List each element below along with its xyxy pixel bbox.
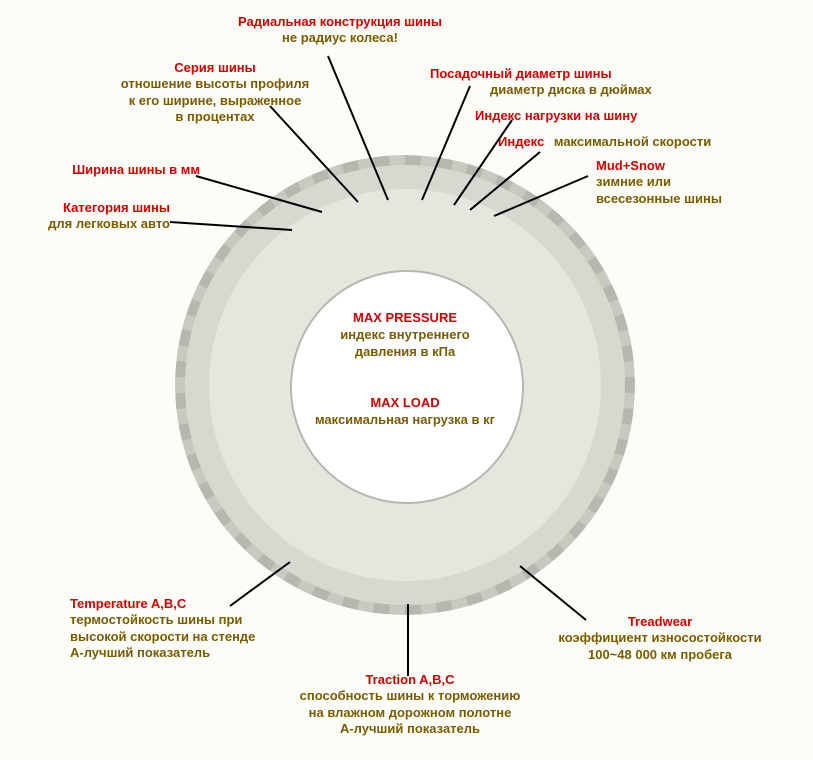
label-width-head: Ширина шины в мм <box>72 162 200 177</box>
label-treadwear-sub: коэффициент износостойкости100~48 000 км… <box>540 630 780 663</box>
center-pressure-head: MAX PRESSURE <box>290 310 520 327</box>
label-category: Категория шины для легковых авто <box>10 200 170 233</box>
label-series: Серия шины отношение высоты профиляк его… <box>100 60 330 125</box>
label-radial-head: Радиальная конструкция шины <box>200 14 480 30</box>
label-radial-sub: не радиус колеса! <box>200 30 480 46</box>
label-temperature-head: Temperature A,B,C <box>70 596 310 612</box>
label-ms-head: Mud+Snow <box>596 158 796 174</box>
label-speed-head2: максимальной скорости <box>554 134 711 149</box>
center-load-sub: максимальная нагрузка в кг <box>290 412 520 429</box>
label-treadwear-head: Treadwear <box>540 614 780 630</box>
center-pressure-sub: индекс внутреннегодавления в кПа <box>290 327 520 361</box>
label-ms-sub: зимние иливсесезонные шины <box>596 174 796 207</box>
label-category-sub: для легковых авто <box>10 216 170 232</box>
label-ms: Mud+Snow зимние иливсесезонные шины <box>596 158 796 207</box>
label-speed-head: Индекс <box>498 134 544 149</box>
label-rim: Посадочный диаметр шины диаметр диска в … <box>430 66 690 99</box>
tire-diagram: P 215/65 R15 96V M+S TRADEWEAR 220 TRACT… <box>0 0 813 760</box>
label-rim-sub: диаметр диска в дюймах <box>490 82 652 97</box>
label-radial: Радиальная конструкция шины не радиус ко… <box>200 14 480 47</box>
label-loadidx: Индекс нагрузки на шину <box>475 108 735 124</box>
label-treadwear: Treadwear коэффициент износостойкости100… <box>540 614 780 663</box>
label-category-head: Категория шины <box>10 200 170 216</box>
label-traction: Traction A,B,C способность шины к тормож… <box>260 672 560 737</box>
center-load: MAX LOAD максимальная нагрузка в кг <box>290 395 520 429</box>
tire-hub <box>290 270 524 504</box>
label-temperature: Temperature A,B,C термостойкость шины пр… <box>70 596 310 661</box>
label-temperature-sub: термостойкость шины привысокой скорости … <box>70 612 310 661</box>
label-series-sub: отношение высоты профиляк его ширине, вы… <box>100 76 330 125</box>
tire-graphic: P 215/65 R15 96V M+S TRADEWEAR 220 TRACT… <box>175 155 635 615</box>
label-series-head: Серия шины <box>100 60 330 76</box>
label-rim-head: Посадочный диаметр шины <box>430 66 612 81</box>
label-traction-head: Traction A,B,C <box>260 672 560 688</box>
label-width: Ширина шины в мм <box>20 162 200 178</box>
label-traction-sub: способность шины к торможениюна влажном … <box>260 688 560 737</box>
center-pressure: MAX PRESSURE индекс внутреннегодавления … <box>290 310 520 361</box>
center-load-head: MAX LOAD <box>290 395 520 412</box>
label-loadidx-head: Индекс нагрузки на шину <box>475 108 637 123</box>
label-speed: Индекс максимальной скорости <box>498 134 798 150</box>
